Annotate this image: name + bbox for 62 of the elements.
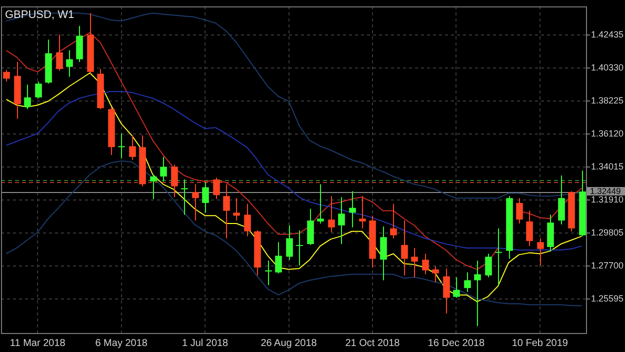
x-tick-label: 16 Dec 2018: [428, 338, 485, 349]
candlestick: [537, 238, 544, 266]
candlestick: [76, 25, 83, 63]
x-tick-label: 6 May 2018: [95, 338, 148, 349]
candlestick: [359, 196, 366, 229]
candlestick: [443, 268, 450, 314]
candlestick: [181, 178, 188, 216]
candlestick: [3, 69, 10, 82]
y-tick-label: 1.34015: [591, 161, 624, 172]
x-tick-label: 11 Mar 2018: [10, 338, 66, 349]
candlestick: [35, 81, 42, 99]
candlestick: [411, 247, 418, 278]
ref-line-label: 1.32449: [590, 186, 621, 196]
candlestick: [275, 242, 282, 274]
y-tick-label: 1.25595: [591, 293, 624, 304]
y-tick-label: 1.40330: [591, 62, 624, 72]
candlestick: [338, 196, 345, 245]
candlestick: [432, 266, 439, 283]
candlestick: [349, 190, 356, 228]
candlestick: [202, 182, 209, 214]
candlestick: [422, 253, 429, 275]
candlestick: [516, 198, 523, 224]
x-tick-label: 21 Oct 2018: [345, 338, 400, 349]
candlestick: [265, 260, 272, 286]
y-tick-label: 1.42435: [591, 29, 624, 40]
candlestick: [474, 260, 481, 327]
candlestick: [485, 253, 492, 278]
chart-title: GBPUSD, W1: [5, 8, 74, 21]
candlestick: [171, 164, 178, 198]
candlestick: [192, 184, 199, 222]
candlestick: [495, 228, 502, 286]
candlestick: [223, 184, 230, 239]
candlestick: [464, 272, 471, 292]
candlestick: [328, 196, 335, 233]
candlestick: [150, 174, 157, 200]
candlestick: [160, 156, 167, 182]
x-tick-label: 26 Aug 2018: [260, 338, 318, 349]
y-tick-label: 1.29805: [591, 227, 624, 238]
candlestick: [233, 198, 240, 222]
y-tick-label: 1.36120: [591, 128, 624, 138]
x-tick-label: 10 Feb 2019: [512, 338, 568, 349]
candlestick: [558, 175, 565, 225]
candlestick: [401, 220, 408, 276]
candlestick: [286, 224, 293, 260]
candlestick: [213, 177, 220, 200]
candlestick: [118, 133, 125, 158]
y-tick-label: 1.27700: [591, 260, 624, 270]
candlestick: [56, 34, 63, 72]
candlestick: [526, 210, 533, 247]
candlestick: [244, 203, 251, 237]
candlestick: [296, 230, 303, 266]
candlestick: [24, 84, 31, 110]
candlestick: [453, 276, 460, 298]
candlestick: [317, 184, 324, 224]
candlestick: [66, 50, 73, 78]
candlestick: [307, 208, 314, 246]
candlestick: [129, 134, 136, 160]
x-tick-label: 1 Jul 2018: [182, 338, 229, 349]
y-tick-label: 1.38225: [591, 95, 624, 106]
candlestick: [380, 226, 387, 281]
candlestick: [390, 203, 397, 239]
y-tick-label: 1.31910: [591, 194, 624, 204]
